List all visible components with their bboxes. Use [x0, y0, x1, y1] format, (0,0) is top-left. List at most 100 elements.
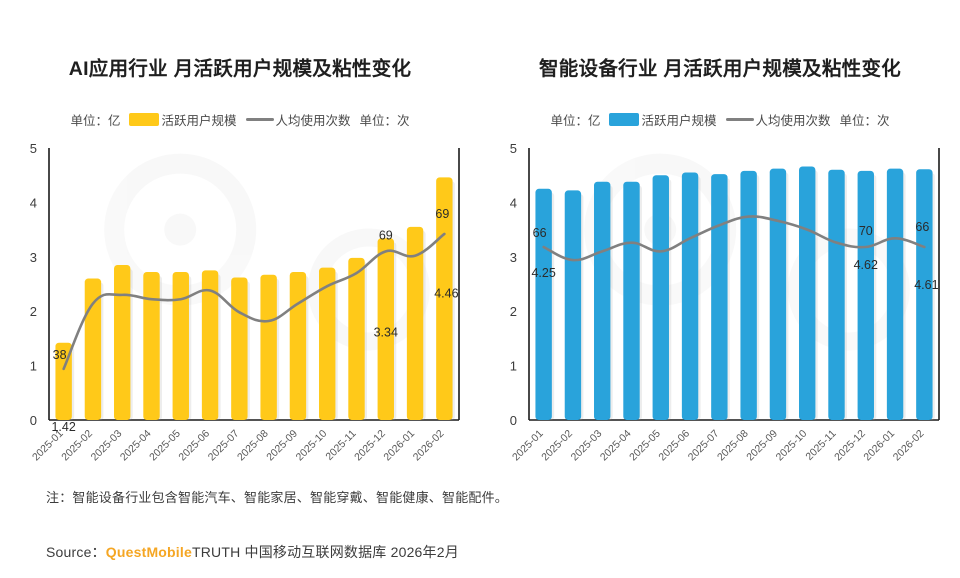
- bar: [681, 172, 699, 420]
- x-axis-tick-label: 2025-07: [206, 428, 242, 464]
- x-axis-tick-label: 2025-07: [686, 428, 722, 464]
- bar-series-group: [535, 166, 935, 420]
- chart-legend-right: 单位：亿 活跃用户规模 人均使用次数 单位：次: [480, 110, 960, 129]
- y-axis-tick-label: 1: [510, 359, 517, 374]
- x-axis-tick-label: 2025-04: [598, 428, 634, 464]
- legend-unit-left-right: 单位：亿: [550, 114, 601, 128]
- y-axis-tick-label: 3: [30, 250, 37, 265]
- legend-bar-label-left: 活跃用户规模: [161, 114, 237, 128]
- x-axis-tick-label: 2025-09: [744, 428, 780, 464]
- bar: [377, 238, 394, 420]
- bar-value-label: 3.34: [374, 325, 398, 339]
- bar: [594, 181, 611, 420]
- x-axis-tick-label: 2025-05: [627, 428, 663, 464]
- bar: [348, 257, 365, 420]
- chart-panel-ai-app: AI应用行业 月活跃用户规模及粘性变化 单位：亿 活跃用户规模 人均使用次数 单…: [0, 0, 480, 490]
- line-value-label: 66: [533, 226, 547, 240]
- source-brand: QuestMobile: [105, 544, 192, 560]
- x-axis-tick-label: 2025-10: [774, 428, 810, 464]
- x-axis-tick-label: 2026-01: [381, 428, 417, 464]
- chart-svg-left: 0123451.423.344.463869692025-012025-0220…: [30, 141, 460, 464]
- y-axis-tick-label: 0: [510, 413, 517, 428]
- x-axis-tick-label: 2025-03: [569, 428, 605, 464]
- bar-value-label: 1.42: [51, 420, 75, 434]
- y-axis-tick-label: 5: [510, 141, 517, 156]
- legend-line-label-left: 人均使用次数: [275, 114, 351, 128]
- bar: [535, 188, 552, 420]
- x-axis-tick-label: 2025-03: [89, 428, 125, 464]
- bar: [289, 272, 307, 420]
- chart-plot-left: 0 1 2 3 4 5 1.42 3.34 4.46 38 69 69 2025-01 2025-02 20…: [0, 0, 480, 490]
- legend-item-bar-left: 活跃用户规模: [129, 110, 237, 129]
- x-axis-tick-label: 2025-10: [294, 428, 330, 464]
- x-axis-tick-label: 2025-06: [656, 428, 692, 464]
- x-axis-tick-label: 2025-06: [176, 428, 212, 464]
- line-series-path: [542, 215, 926, 262]
- x-axis-tick-label: 2025-01: [510, 428, 546, 464]
- bar: [740, 170, 757, 420]
- bar: [172, 272, 189, 420]
- bar: [652, 175, 669, 420]
- x-axis-tick-label: 2025-04: [118, 428, 154, 464]
- bar: [623, 181, 640, 420]
- bar: [916, 169, 933, 420]
- legend-line-swatch-icon: [725, 118, 754, 121]
- x-axis-tick-label: 2026-02: [891, 428, 927, 464]
- bar: [886, 168, 904, 420]
- y-axis-tick-label: 2: [510, 304, 517, 319]
- bar: [857, 170, 874, 420]
- bar: [84, 278, 102, 420]
- bar: [564, 190, 582, 420]
- x-axis-tick-label: 2025-08: [235, 428, 271, 464]
- x-axis-tick-label: 2025-02: [539, 428, 575, 464]
- y-axis-tick-label: 4: [510, 195, 517, 210]
- source-prefix: Source：: [46, 544, 106, 560]
- bar: [711, 174, 728, 420]
- legend-item-line-right: 人均使用次数: [725, 110, 831, 129]
- bar: [260, 274, 277, 420]
- bar: [114, 264, 131, 420]
- chart-panel-smart-device: 智能设备行业 月活跃用户规模及粘性变化 单位：亿 活跃用户规模 人均使用次数 单…: [480, 0, 960, 490]
- bar: [231, 277, 248, 420]
- y-axis-tick-label: 0: [30, 413, 37, 428]
- line-value-label: 69: [435, 207, 449, 221]
- legend-line-label-right: 人均使用次数: [755, 114, 831, 128]
- bar: [319, 267, 336, 420]
- legend-unit-left: 单位：亿: [70, 114, 121, 128]
- chart-title-right: 智能设备行业 月活跃用户规模及粘性变化: [538, 58, 902, 80]
- source-line: Source：QuestMobileTRUTH 中国移动互联网数据库 2026年…: [46, 542, 459, 562]
- legend-unit-right-right: 单位：次: [839, 114, 890, 128]
- bar: [406, 226, 424, 420]
- legend-bar-label-right: 活跃用户规模: [641, 114, 717, 128]
- y-axis-tick-label: 4: [30, 195, 37, 210]
- source-rest: TRUTH 中国移动互联网数据库 2026年2月: [191, 544, 459, 560]
- chart-legend-left: 单位：亿 活跃用户规模 人均使用次数 单位：次: [0, 110, 480, 129]
- line-value-label: 66: [915, 220, 929, 234]
- y-axis-tick-label: 5: [30, 141, 37, 156]
- bar-value-label: 4.46: [434, 286, 458, 300]
- x-axis-tick-label: 2026-01: [861, 428, 897, 464]
- line-value-label: 38: [53, 348, 67, 362]
- chart-title-left: AI应用行业 月活跃用户规模及粘性变化: [68, 58, 412, 80]
- bar: [769, 168, 787, 420]
- bar-value-label: 4.25: [531, 266, 555, 280]
- line-series-path: [62, 232, 446, 371]
- x-axis-tick-label: 2025-09: [264, 428, 300, 464]
- legend-unit-right-left: 单位：次: [359, 114, 410, 128]
- bar: [799, 166, 816, 420]
- x-axis-tick-label: 2025-01: [30, 428, 66, 464]
- x-axis-tick-label: 2025-05: [147, 428, 183, 464]
- legend-bar-swatch-icon: [609, 113, 640, 126]
- x-axis-tick-label: 2025-12: [352, 428, 388, 464]
- line-value-label: 69: [379, 228, 393, 242]
- bar-series-group: [55, 177, 455, 420]
- line-value-label: 70: [859, 224, 873, 238]
- legend-item-bar-right: 活跃用户规模: [609, 110, 717, 129]
- legend-line-swatch-icon: [245, 118, 274, 121]
- y-axis-tick-label: 3: [510, 250, 517, 265]
- legend-bar-swatch-icon: [129, 113, 160, 126]
- y-axis-tick-label: 1: [30, 359, 37, 374]
- x-axis-tick-label: 2025-12: [832, 428, 868, 464]
